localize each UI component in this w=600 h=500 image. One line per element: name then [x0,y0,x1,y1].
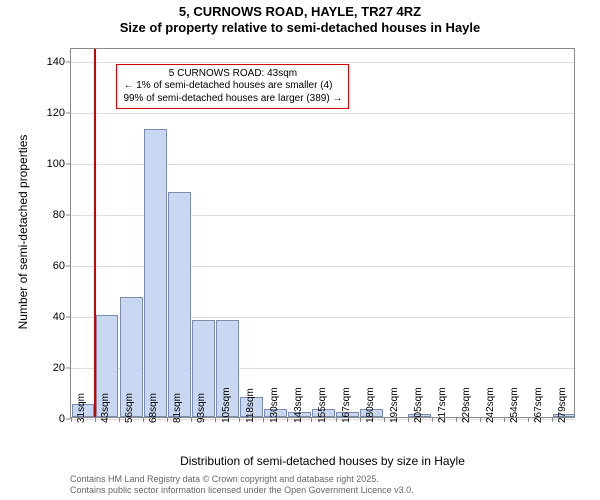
xtick-mark [336,417,337,422]
xtick-label: 68sqm [148,393,159,423]
chart-area: 02040608010012014031sqm43sqm56sqm68sqm81… [70,48,575,418]
xtick-label: 81sqm [172,393,183,423]
ytick-label: 120 [47,107,65,119]
xtick-mark [143,417,144,422]
xtick-mark [71,417,72,422]
xtick-mark [191,417,192,422]
ytick-label: 60 [53,260,65,272]
annotation-line-smaller: ← 1% of semi-detached houses are smaller… [123,80,342,93]
xtick-label: 279sqm [557,387,568,423]
chart-title-address: 5, CURNOWS ROAD, HAYLE, TR27 4RZ [0,4,600,19]
xtick-label: 254sqm [509,387,520,423]
ytick-label: 100 [47,158,65,170]
annotation-box: 5 CURNOWS ROAD: 43sqm← 1% of semi-detach… [116,64,349,110]
xtick-mark [504,417,505,422]
xtick-label: 229sqm [461,387,472,423]
xtick-mark [552,417,553,422]
xtick-mark [528,417,529,422]
xtick-mark [311,417,312,422]
footer-line-1: Contains HM Land Registry data © Crown c… [70,474,414,485]
xtick-label: 242sqm [485,387,496,423]
chart-title-subtitle: Size of property relative to semi-detach… [0,20,600,35]
ytick-mark [66,112,71,113]
histogram-bar [144,129,167,417]
xtick-label: 267sqm [533,387,544,423]
xtick-mark [167,417,168,422]
xtick-label: 93sqm [196,393,207,423]
ytick-mark [66,367,71,368]
xtick-label: 130sqm [269,387,280,423]
xtick-mark [287,417,288,422]
annotation-title: 5 CURNOWS ROAD: 43sqm [123,68,342,81]
xtick-mark [95,417,96,422]
xtick-label: 155sqm [317,387,328,423]
x-axis-label: Distribution of semi-detached houses by … [70,454,575,468]
xtick-mark [215,417,216,422]
histogram-bar [168,192,191,417]
ytick-label: 40 [53,311,65,323]
gridline [71,113,574,114]
ytick-mark [66,61,71,62]
annotation-line-larger: 99% of semi-detached houses are larger (… [123,93,342,106]
ytick-label: 0 [59,413,65,425]
xtick-mark [432,417,433,422]
xtick-mark [119,417,120,422]
xtick-label: 143sqm [293,387,304,423]
chart-title-block: 5, CURNOWS ROAD, HAYLE, TR27 4RZ Size of… [0,4,600,35]
xtick-label: 56sqm [124,393,135,423]
ytick-mark [66,163,71,164]
attribution-footer: Contains HM Land Registry data © Crown c… [70,474,414,496]
xtick-mark [239,417,240,422]
ytick-mark [66,265,71,266]
xtick-mark [480,417,481,422]
footer-line-2: Contains public sector information licen… [70,485,414,496]
xtick-label: 43sqm [100,393,111,423]
xtick-label: 31sqm [76,393,87,423]
xtick-label: 167sqm [341,387,352,423]
plot-region: 02040608010012014031sqm43sqm56sqm68sqm81… [70,48,575,418]
xtick-label: 205sqm [413,387,424,423]
xtick-label: 192sqm [389,387,400,423]
xtick-mark [263,417,264,422]
ytick-label: 140 [47,56,65,68]
xtick-label: 217sqm [437,387,448,423]
xtick-mark [384,417,385,422]
ytick-mark [66,214,71,215]
xtick-mark [408,417,409,422]
ytick-label: 20 [53,362,65,374]
ytick-label: 80 [53,209,65,221]
xtick-label: 118sqm [245,388,256,423]
xtick-label: 105sqm [221,387,232,423]
xtick-mark [360,417,361,422]
xtick-mark [456,417,457,422]
y-axis-label: Number of semi-detached properties [16,135,30,330]
gridline [71,62,574,63]
xtick-label: 180sqm [365,387,376,423]
subject-property-marker [94,49,96,417]
ytick-mark [66,316,71,317]
